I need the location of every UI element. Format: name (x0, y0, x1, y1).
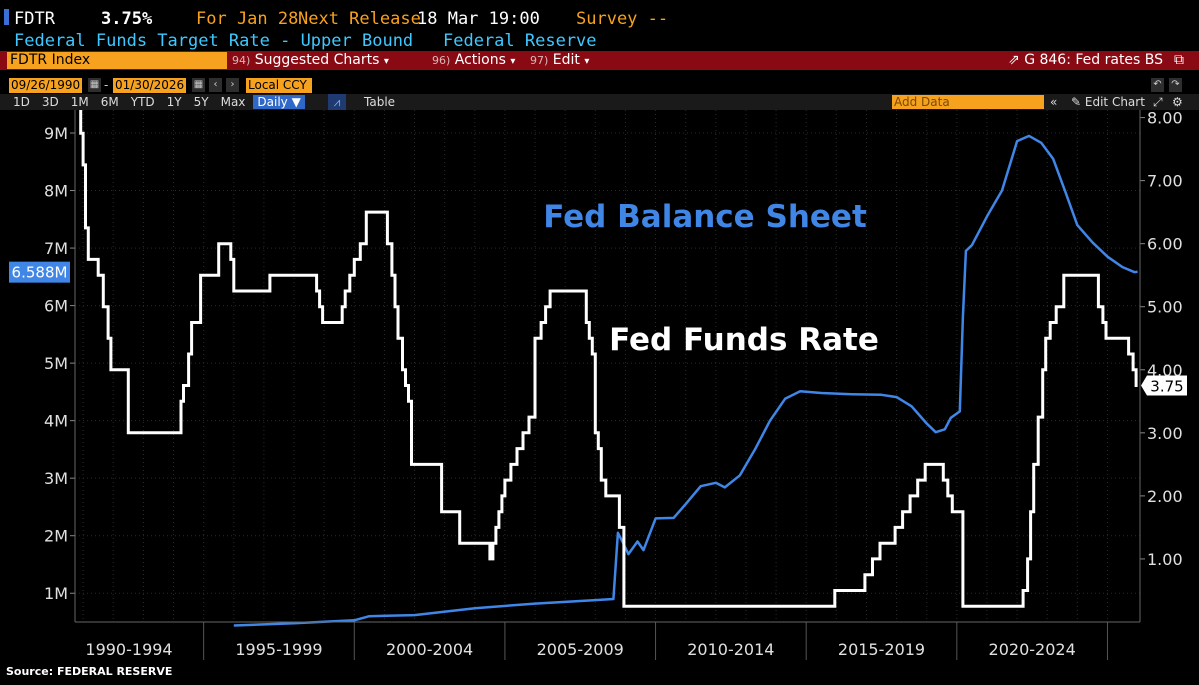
left-axis-tick-label: 6M (44, 297, 68, 316)
collapse-icon[interactable]: « (1050, 95, 1058, 109)
x-axis-tick-label: 2015-2019 (838, 640, 925, 659)
next-release-label: Next Release (298, 9, 421, 29)
left-axis-tick-label: 8M (44, 182, 68, 201)
grid (75, 110, 1140, 622)
balance-sheet-last-tag (9, 261, 70, 283)
dropdown-arrow-icon: ▾ (584, 56, 590, 67)
dropdown-arrow-icon: ▾ (383, 56, 389, 67)
next-arrow-icon[interactable]: › (226, 78, 239, 92)
security-field[interactable]: FDTR Index (7, 52, 227, 69)
range-5y[interactable]: 5Y (193, 95, 209, 109)
left-axis-tick-label: 9M (44, 124, 68, 143)
range-1y[interactable]: 1Y (166, 95, 182, 109)
axes: 1M 2M 3M 4M 5M 6M 7M 8M 9M 1.00 2.00 3.00 4.00 5.00 6.… (9, 110, 1187, 660)
edit-label: Edit (552, 52, 580, 68)
balance-sheet-line (233, 134, 1138, 627)
right-axis-tick-label: 4.00 (1147, 361, 1183, 380)
range-selector: 1D 3D 1M 6M YTD 1Y 5Y Max Daily ▼ (13, 94, 305, 110)
for-date: For Jan 28 (196, 9, 299, 29)
frequency-select[interactable]: Daily ▼ (253, 95, 305, 109)
next-release-date: 18 Mar 19:00 (417, 9, 540, 29)
chart-id-label: G 846: Fed rates BS (1024, 52, 1164, 68)
range-1d[interactable]: 1D (13, 95, 30, 109)
date-separator: - (104, 78, 109, 92)
fed-funds-last-value: 3.75 (1150, 378, 1183, 396)
source-name: Federal Reserve (443, 31, 597, 51)
toolbar (0, 51, 1199, 70)
range-ytd[interactable]: YTD (130, 95, 155, 109)
redo-icon[interactable]: ↷ (1169, 78, 1182, 92)
plot-lines (79, 110, 1138, 627)
edit-chart-button[interactable]: ✎ Edit Chart (1071, 94, 1145, 110)
range-6m[interactable]: 6M (100, 95, 119, 109)
suggested-charts-button[interactable]: 94) Suggested Charts ▾ (232, 52, 389, 69)
chart-background (0, 110, 1199, 665)
line-chart-icon[interactable]: ⩘ (328, 94, 346, 110)
x-axis-tick-label: 2020-2024 (989, 640, 1076, 659)
calendar-icon[interactable]: ▦ (88, 78, 101, 92)
right-axis-tick-label: 6.00 (1147, 235, 1183, 254)
left-axis-tick-label: 3M (44, 469, 68, 488)
left-axis-tick-label: 2M (44, 527, 68, 546)
right-axis-tick-label: 1.00 (1147, 550, 1183, 569)
left-axis-tick-label: 5M (44, 354, 68, 373)
last-value: 3.75% (101, 9, 153, 29)
settings-gear-icon[interactable]: ⚙ (1172, 95, 1183, 109)
external-link-icon: ⇗ (1008, 52, 1020, 68)
table-button[interactable]: Table (364, 95, 396, 109)
series-description: Federal Funds Target Rate - Upper Bound (14, 31, 414, 51)
frequency-label: Daily (257, 95, 288, 109)
window-icon[interactable]: ⧉ (1174, 52, 1184, 68)
ticker-symbol: FDTR (14, 9, 55, 29)
fed-funds-last-tag (1141, 375, 1187, 396)
add-data-input[interactable]: Add Data (892, 95, 1044, 109)
calendar-icon[interactable]: ▦ (192, 78, 205, 92)
balance-sheet-last-value: 6.588M (12, 264, 68, 282)
actions-button[interactable]: 96) Actions ▾ (432, 52, 515, 69)
suggested-charts-label: Suggested Charts (254, 52, 380, 68)
x-axis-tick-label: 1990-1994 (85, 640, 172, 659)
right-axis-tick-label: 7.00 (1147, 172, 1183, 191)
edit-chart-label: Edit Chart (1084, 95, 1145, 109)
left-axis-tick-label: 1M (44, 584, 68, 603)
dropdown-arrow-icon: ▾ (510, 56, 516, 67)
start-date-field[interactable]: 09/26/1990 (9, 78, 83, 93)
survey-label: Survey -- (576, 9, 669, 29)
fed-funds-annotation: Fed Funds Rate (609, 322, 879, 358)
left-axis-tick-label: 4M (44, 412, 68, 431)
ticker-color-marker (4, 9, 9, 25)
range-1m[interactable]: 1M (70, 95, 89, 109)
chart-id-link[interactable]: ⇗ G 846: Fed rates BS (1008, 52, 1163, 69)
actions-number: 96) (432, 54, 451, 67)
right-axis-tick-label: 8.00 (1147, 110, 1183, 128)
edit-number: 97) (530, 54, 549, 67)
previous-arrow-icon[interactable]: ‹ (209, 78, 222, 92)
left-axis-tick-label: 7M (44, 239, 68, 258)
x-axis-tick-label: 1995-1999 (235, 640, 322, 659)
right-axis-tick-label: 3.00 (1147, 424, 1183, 443)
undo-icon[interactable]: ↶ (1151, 78, 1164, 92)
chart-area: 1M 2M 3M 4M 5M 6M 7M 8M 9M 1.00 2.00 3.00 4.00 5.00 6.… (0, 110, 1199, 665)
right-axis-tick-label: 2.00 (1147, 487, 1183, 506)
edit-button[interactable]: 97) Edit ▾ (530, 52, 589, 69)
suggested-charts-number: 94) (232, 54, 251, 67)
end-date-field[interactable]: 01/30/2026 (113, 78, 187, 93)
right-axis-tick-label: 5.00 (1147, 298, 1183, 317)
balance-sheet-annotation: Fed Balance Sheet (543, 199, 867, 235)
x-axis-tick-label: 2010-2014 (687, 640, 774, 659)
x-axis-tick-label: 2005-2009 (537, 640, 624, 659)
actions-label: Actions (454, 52, 506, 68)
currency-select[interactable]: Local CCY (246, 78, 312, 93)
range-3d[interactable]: 3D (41, 95, 59, 109)
source-footnote: Source: FEDERAL RESERVE (6, 665, 173, 678)
x-axis-tick-label: 2000-2004 (386, 640, 473, 659)
pencil-icon: ✎ (1071, 95, 1082, 109)
fed-funds-line (79, 110, 1138, 608)
expand-icon[interactable]: ⤢ (1153, 95, 1163, 109)
range-max[interactable]: Max (220, 95, 246, 109)
